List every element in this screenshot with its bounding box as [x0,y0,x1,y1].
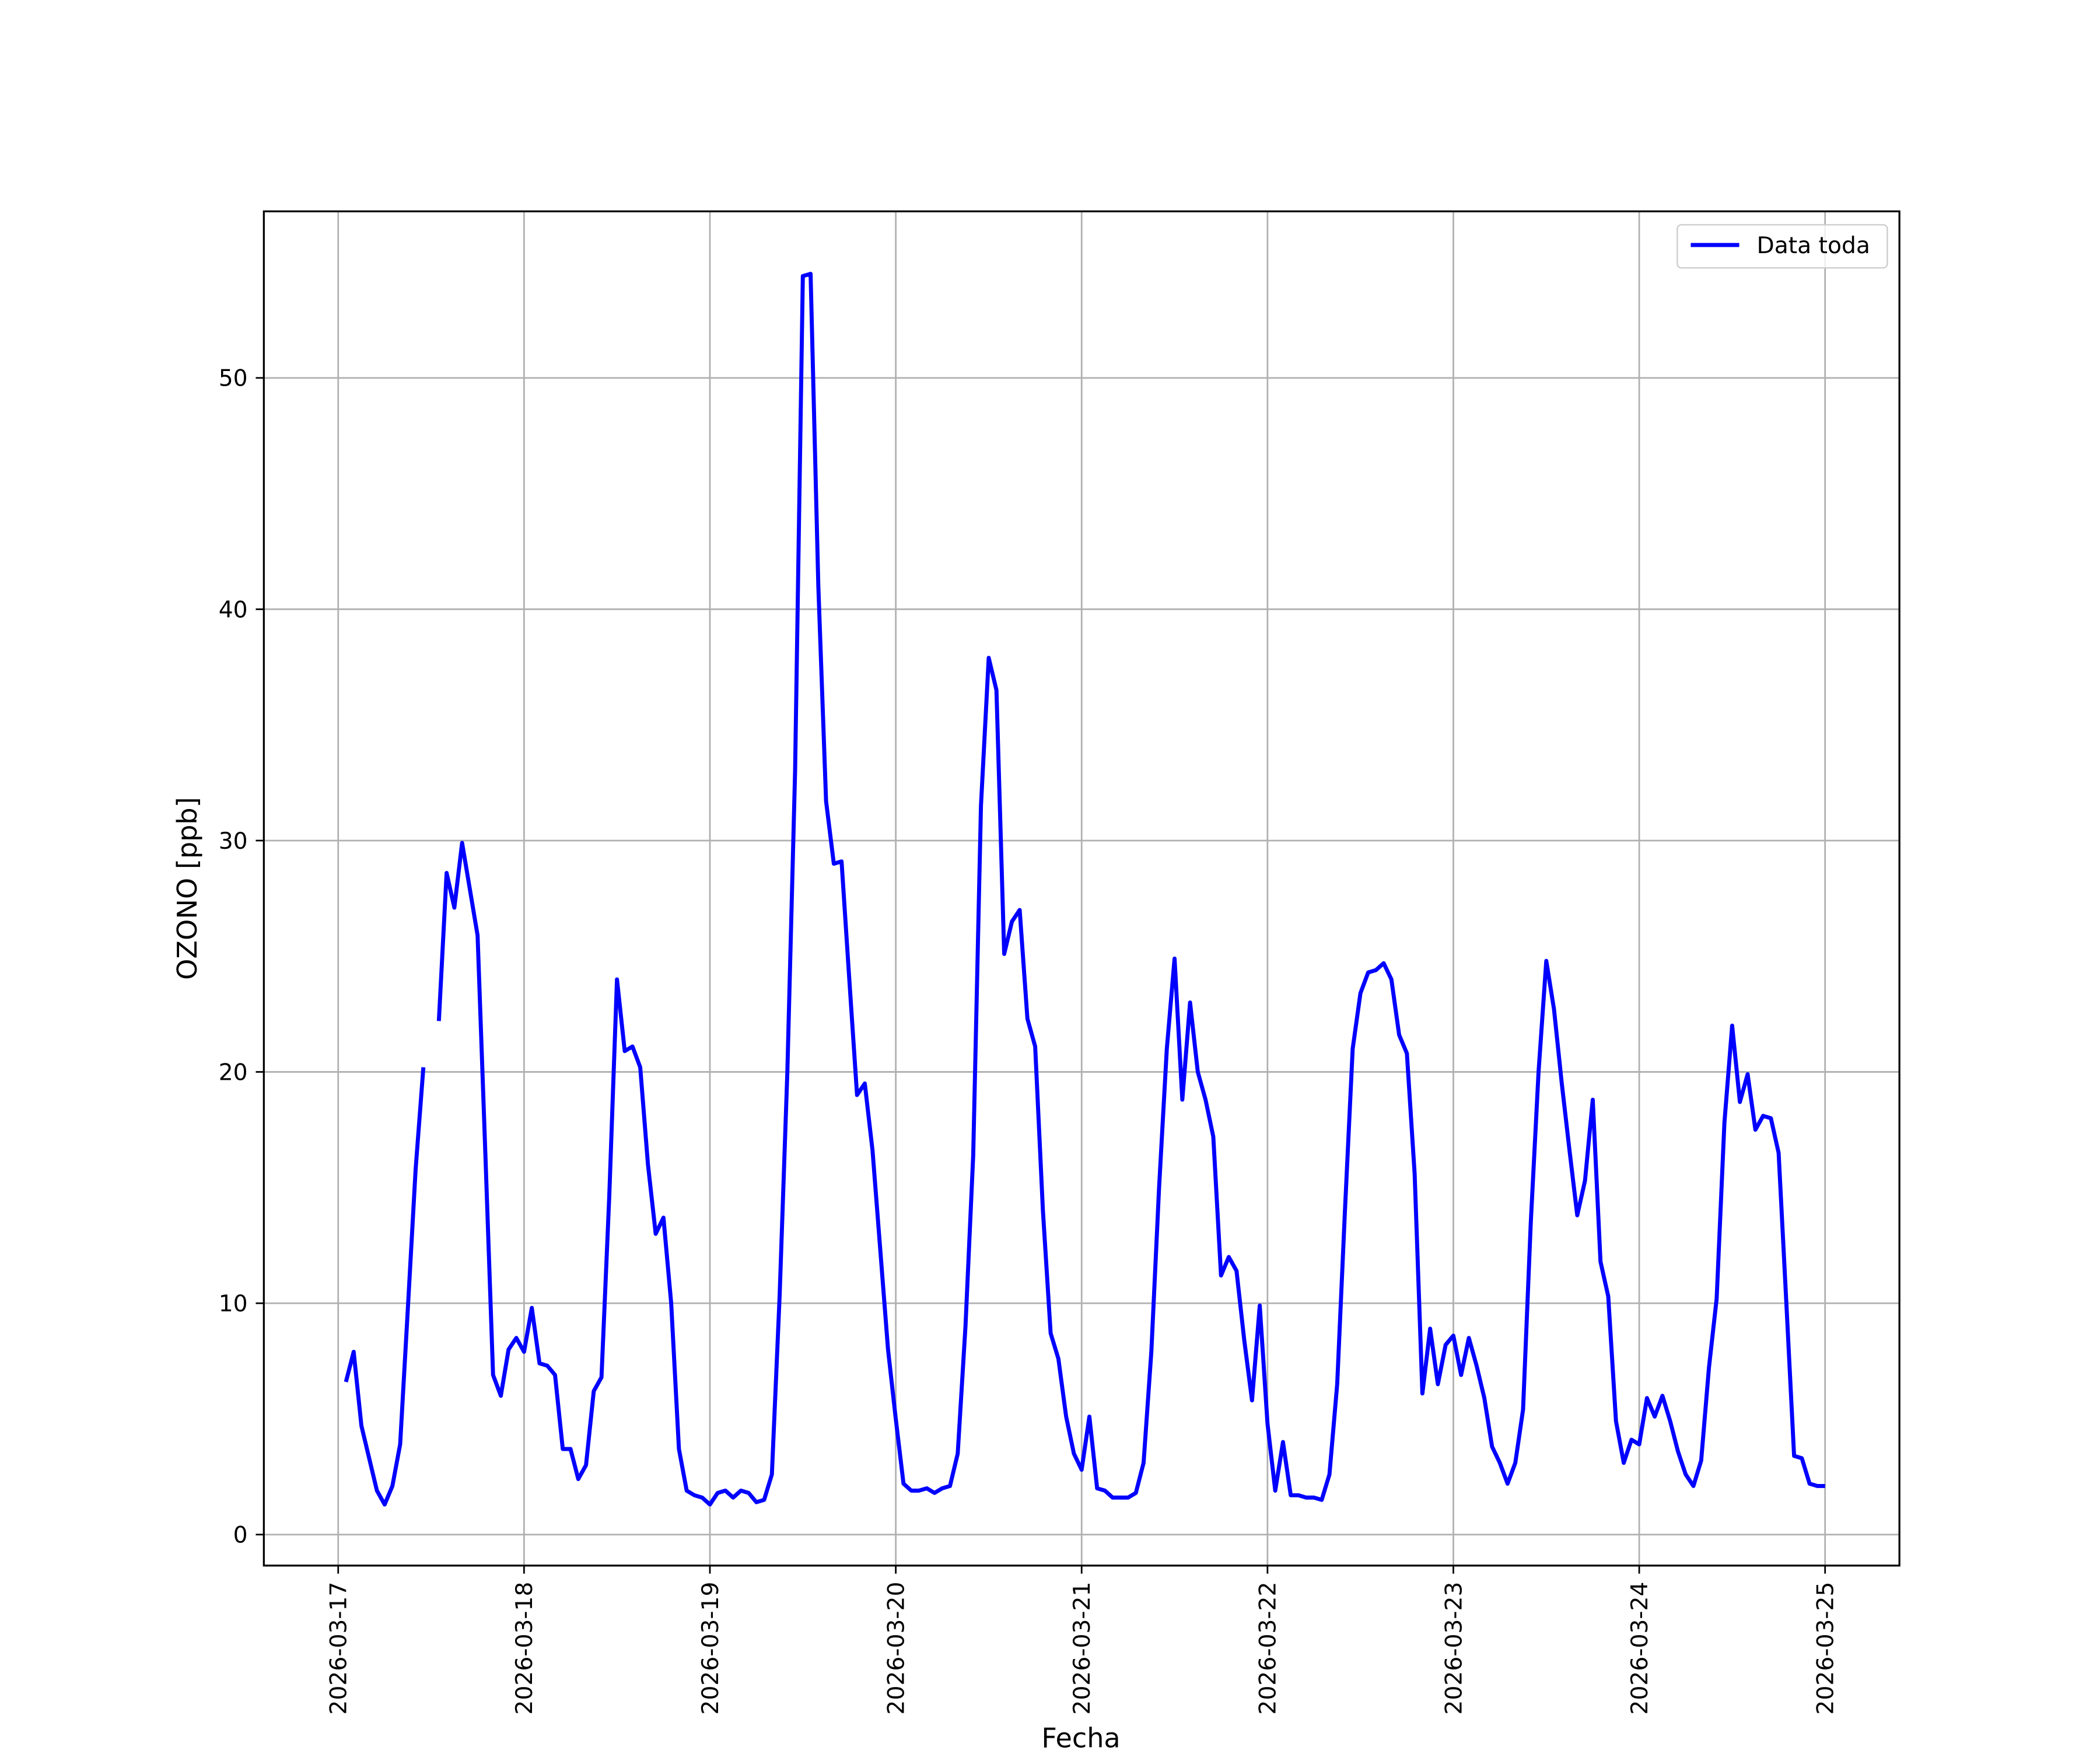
ticks: 0 10 20 30 40 50 2026-03-17 2026-03-18 2026-03-1… [219,366,1839,1715]
x-tick-label: 2026-03-21 [1069,1582,1096,1715]
x-tick-label: 2026-03-19 [698,1582,724,1715]
x-axis-label: Fecha [1041,1722,1120,1750]
y-tick-label: 30 [219,828,248,855]
x-tick-label: 2026-03-20 [883,1582,909,1715]
y-axis-label: OZONO [ppb] [172,797,203,980]
y-tick-label: 20 [219,1059,248,1086]
x-tick-label: 2026-03-25 [1813,1582,1839,1715]
x-tick-label: 2026-03-23 [1441,1582,1467,1715]
y-tick-label: 0 [233,1522,248,1549]
legend: Data toda [1676,224,1888,269]
x-tick-label: 2026-03-18 [512,1582,538,1715]
data-line [344,271,1825,1507]
legend-label: Data toda [1757,233,1870,259]
x-tick-label: 2026-03-17 [326,1582,352,1715]
y-tick-label: 10 [219,1291,248,1317]
legend-box [1676,224,1888,269]
y-tick-label: 40 [219,597,248,623]
x-tick-label: 2026-03-22 [1255,1582,1282,1715]
x-tick-label: 2026-03-24 [1627,1582,1653,1715]
grid [264,211,1900,1566]
plot-area [344,271,1825,1507]
y-tick-label: 50 [219,366,248,392]
